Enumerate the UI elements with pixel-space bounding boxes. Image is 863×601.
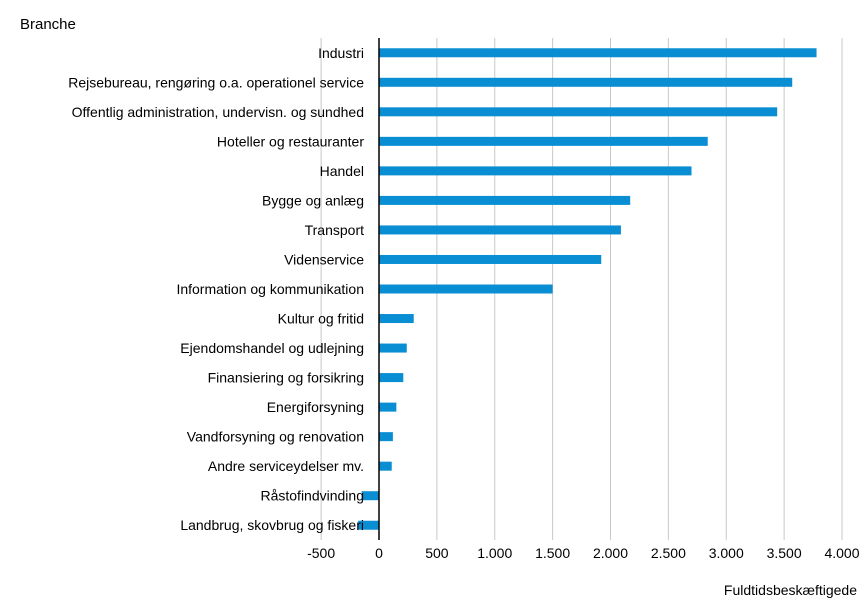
bar-13 bbox=[379, 432, 393, 442]
bar-9 bbox=[379, 314, 414, 324]
category-label-4: Handel bbox=[320, 163, 364, 179]
x-tick-label-6: 2.500 bbox=[651, 545, 686, 561]
bar-7 bbox=[379, 254, 602, 264]
bar-16 bbox=[358, 520, 379, 530]
x-tick-label-5: 2.000 bbox=[593, 545, 628, 561]
bar-5 bbox=[379, 195, 631, 205]
bar-6 bbox=[379, 225, 621, 235]
x-axis-label: Fuldtidsbeskæftigede bbox=[723, 582, 857, 598]
x-tick-label-0: -500 bbox=[307, 545, 335, 561]
category-label-13: Vandforsyning og renovation bbox=[187, 429, 364, 445]
bar-14 bbox=[379, 461, 392, 471]
category-label-6: Transport bbox=[305, 222, 365, 238]
x-tick-label-9: 4.000 bbox=[824, 545, 859, 561]
category-label-14: Andre serviceydelser mv. bbox=[208, 458, 364, 474]
bar-2 bbox=[379, 107, 778, 117]
category-label-1: Rejsebureau, rengøring o.a. operationel … bbox=[68, 74, 364, 90]
bar-3 bbox=[379, 136, 708, 146]
x-tick-label-7: 3.000 bbox=[709, 545, 744, 561]
category-label-5: Bygge og anlæg bbox=[262, 192, 364, 208]
chart-title: Branche bbox=[20, 16, 76, 33]
bar-11 bbox=[379, 373, 404, 383]
bar-15 bbox=[361, 491, 379, 501]
x-tick-label-1: 0 bbox=[375, 545, 383, 561]
bar-10 bbox=[379, 343, 407, 353]
bar-1 bbox=[379, 77, 793, 87]
category-label-3: Hoteller og restauranter bbox=[217, 133, 364, 149]
bar-8 bbox=[379, 284, 553, 294]
bar-12 bbox=[379, 402, 397, 412]
category-label-10: Ejendomshandel og udlejning bbox=[180, 340, 364, 356]
x-tick-labels: -500 0 500 1.000 1.500 2.000 2.500 3.000 3.500 4.… bbox=[307, 545, 860, 561]
x-tick-label-8: 3.500 bbox=[767, 545, 802, 561]
category-label-7: Videnservice bbox=[284, 251, 364, 267]
x-tick-label-3: 1.000 bbox=[477, 545, 512, 561]
category-label-11: Finansiering og forsikring bbox=[208, 370, 364, 386]
bar-0 bbox=[379, 48, 817, 58]
category-label-0: Industri bbox=[318, 45, 364, 61]
bars bbox=[358, 48, 817, 530]
x-tick-label-2: 500 bbox=[425, 545, 449, 561]
bar-4 bbox=[379, 166, 692, 176]
category-labels: Industri Rejsebureau, rengøring o.a. oper… bbox=[68, 45, 364, 533]
category-label-15: Råstofindvinding bbox=[260, 488, 364, 504]
category-label-9: Kultur og fritid bbox=[278, 311, 364, 327]
category-label-2: Offentlig administration, undervisn. og … bbox=[72, 104, 364, 120]
category-label-8: Information og kommunikation bbox=[176, 281, 364, 297]
category-label-16: Landbrug, skovbrug og fiskeri bbox=[180, 517, 364, 533]
x-tick-label-4: 1.500 bbox=[535, 545, 570, 561]
category-label-12: Energiforsyning bbox=[267, 399, 364, 415]
